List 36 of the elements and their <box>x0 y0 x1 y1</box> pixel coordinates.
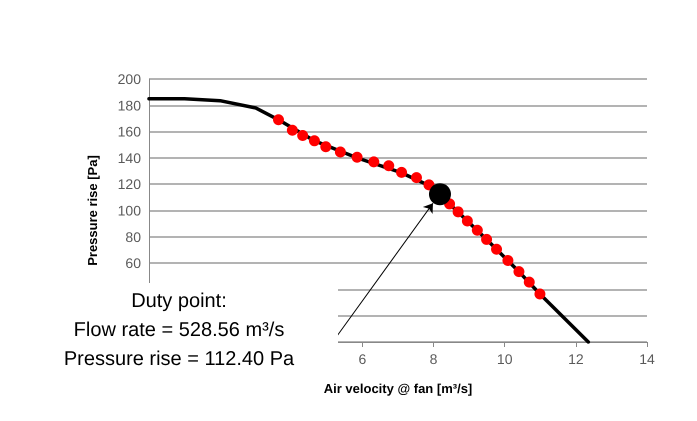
point <box>411 172 422 184</box>
x-tick-label: 6 <box>358 351 367 367</box>
x-tick-label: 12 <box>568 351 584 367</box>
point <box>320 141 332 152</box>
y-tick-label: 60 <box>125 255 142 272</box>
point <box>481 234 492 245</box>
point <box>383 160 394 172</box>
x-tick-label: 8 <box>430 351 438 367</box>
x-axis-title: Air velocity @ fan [m³/s] <box>324 381 472 396</box>
y-axis-title: Pressure rise [Pa] <box>85 155 100 266</box>
y-tick-label: 100 <box>118 202 142 218</box>
point <box>272 114 284 126</box>
point <box>308 135 320 146</box>
point <box>513 266 524 278</box>
point <box>428 183 451 206</box>
point <box>534 288 546 300</box>
x-tick-label: 10 <box>496 351 513 367</box>
y-tick-label: 80 <box>125 228 142 245</box>
y-tick-label: 180 <box>118 97 142 114</box>
y-tick-label: 160 <box>118 124 142 140</box>
point <box>462 216 473 227</box>
y-tick-label: 200 <box>118 71 142 87</box>
point <box>368 156 380 168</box>
point <box>452 206 464 218</box>
point <box>297 130 308 142</box>
x-tick-label: 14 <box>639 351 655 367</box>
point <box>491 244 502 255</box>
point <box>334 146 346 158</box>
point <box>286 124 298 136</box>
point <box>396 166 408 178</box>
point <box>502 254 514 266</box>
y-tick-label: 140 <box>118 150 142 166</box>
y-tick-label: 120 <box>118 176 142 192</box>
point <box>352 152 363 163</box>
point <box>472 224 483 236</box>
point <box>524 276 535 288</box>
